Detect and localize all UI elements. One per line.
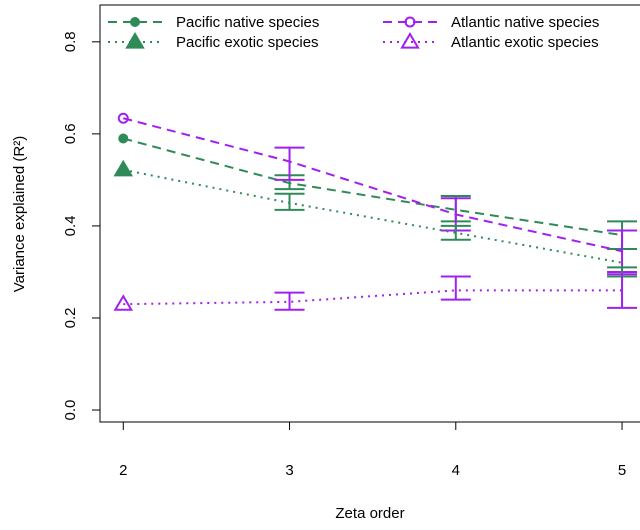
legend-marker	[125, 32, 145, 49]
legend-label: Pacific exotic species	[176, 34, 319, 51]
point-marker	[117, 112, 129, 124]
legend-marker	[130, 17, 140, 27]
point-marker	[113, 159, 134, 177]
y-tick-label: 0.6	[62, 123, 79, 144]
error-bar	[440, 224, 471, 241]
series-line	[123, 168, 623, 264]
legend-label: Pacific native species	[176, 14, 319, 31]
series-line	[123, 289, 623, 306]
error-bar	[274, 192, 305, 211]
x-tick-label: 5	[618, 462, 626, 479]
error-bar	[440, 275, 471, 301]
error-bar	[607, 229, 638, 273]
legend-marker	[400, 32, 420, 49]
y-tick-label: 0.4	[62, 215, 79, 236]
y-tick-label: 0.0	[62, 400, 79, 421]
x-axis-label: Zeta order	[335, 505, 404, 522]
x-tick-label: 3	[285, 462, 293, 479]
legend-label: Atlantic native species	[451, 14, 599, 31]
series-line	[123, 137, 623, 237]
x-tick-label: 4	[452, 462, 460, 479]
plot-frame	[99, 4, 640, 423]
series-line	[123, 117, 623, 253]
error-bar	[274, 146, 305, 181]
y-tick-label: 0.2	[62, 308, 79, 329]
legend-label: Atlantic exotic species	[451, 34, 599, 51]
y-axis-label: Variance explained (R²)	[11, 136, 28, 292]
error-bar	[274, 291, 305, 311]
x-tick-label: 2	[119, 462, 127, 479]
legend-marker	[404, 16, 416, 28]
y-tick-label: 0.8	[62, 31, 79, 52]
point-marker	[118, 133, 129, 144]
error-bar	[607, 273, 638, 309]
point-marker	[113, 294, 134, 311]
